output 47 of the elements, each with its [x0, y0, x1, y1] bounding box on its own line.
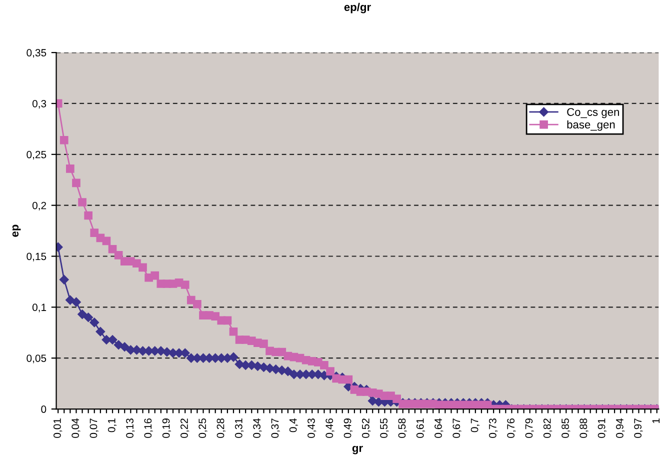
x-tick-label: 0,01: [54, 418, 62, 438]
x-tick-label: 0,76: [507, 418, 516, 438]
x-tick-label: 0,43: [308, 418, 316, 438]
legend-label: base_gen: [567, 120, 615, 131]
y-tick-label: 0,2: [32, 202, 46, 210]
x-tick-label: 0,67: [452, 418, 462, 438]
x-tick-label: 0,34: [253, 418, 262, 438]
x-tick-label: 0,79: [525, 418, 534, 438]
x-tick-label: 0,1: [108, 418, 117, 432]
x-tick-label: 0,94: [616, 418, 625, 438]
x-tick-label: 0,73: [488, 418, 498, 438]
x-tick-label: 0,82: [543, 418, 552, 438]
x-tick-label: 0,22: [180, 418, 190, 438]
x-tick-label: 0,85: [562, 418, 570, 438]
y-tick-label: 0,05: [26, 354, 46, 364]
x-tick-label: 0,31: [234, 418, 244, 438]
x-tick-label: 0,04: [72, 418, 80, 438]
x-tick-label: 0,25: [198, 418, 208, 438]
y-tick-label: 0,3: [32, 100, 46, 109]
x-tick-label: 0,64: [434, 418, 444, 438]
x-tick-label: 0,55: [380, 418, 389, 438]
x-tick-label: 0,46: [326, 418, 334, 438]
x-tick-label: 0,37: [271, 418, 280, 438]
x-tick-label: 0,13: [126, 418, 135, 438]
legend-label: Co_cs gen: [567, 108, 619, 118]
x-tick-label: 0,28: [216, 418, 226, 438]
x-tick-label: 0,7: [470, 418, 480, 432]
x-tick-label: 0,91: [598, 418, 606, 438]
chart-title: ep/gr: [344, 2, 371, 14]
x-tick-label: 0,97: [634, 418, 643, 438]
x-tick-label: 0,61: [416, 418, 426, 438]
x-axis-title: gr: [352, 446, 363, 454]
y-tick-label: 0: [41, 406, 46, 413]
x-tick-label: 1: [652, 418, 660, 424]
x-tick-label: 0,4: [289, 418, 298, 432]
x-tick-label: 0,52: [362, 418, 371, 438]
x-tick-label: 0,49: [344, 418, 352, 438]
x-tick-label: 0,16: [144, 418, 153, 438]
y-tick-label: 0,1: [32, 304, 46, 312]
x-tick-label: 0,19: [162, 418, 171, 438]
x-tick-label: 0,07: [90, 418, 98, 438]
y-tick-label: 0,15: [26, 252, 46, 262]
y-tick-label: 0,25: [26, 150, 46, 160]
y-axis-title: ep: [12, 224, 21, 237]
x-tick-label: 0,58: [398, 418, 407, 438]
y-tick-label: 0,35: [26, 49, 46, 58]
x-tick-label: 0,88: [580, 418, 588, 438]
